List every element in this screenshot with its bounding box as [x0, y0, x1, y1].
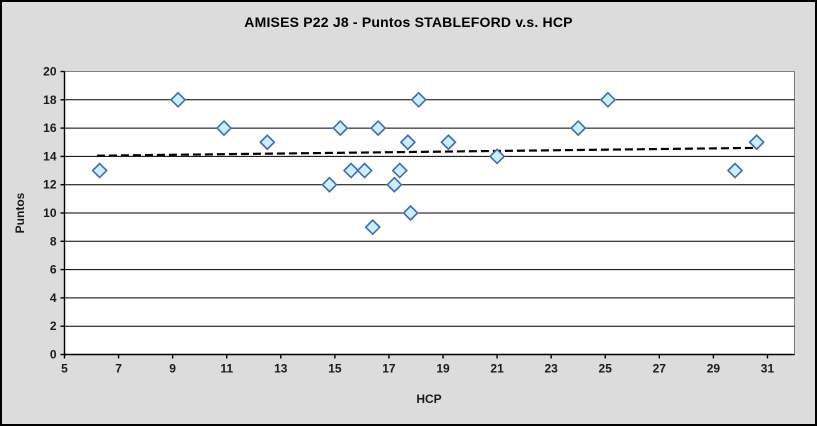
data-point-6: [342, 162, 360, 179]
data-point-13: [402, 204, 419, 222]
x-tick-label-21: 21: [490, 362, 504, 376]
data-point-19: [726, 162, 744, 179]
y-axis-title: Puntos: [13, 192, 27, 234]
data-point-9: [369, 119, 387, 137]
data-point-8: [364, 219, 381, 236]
data-point-7: [356, 162, 373, 179]
x-axis-title: HCP: [416, 392, 442, 406]
chart-title: AMISES P22 J8 - Puntos STABLEFORD v.s. H…: [244, 14, 573, 30]
y-tick-label-0: 0: [50, 348, 57, 362]
data-point-15: [440, 134, 457, 151]
y-tick-label-20: 20: [43, 65, 57, 79]
data-point-5: [332, 119, 349, 137]
x-tick-label-11: 11: [220, 362, 233, 376]
trendline: [96, 146, 754, 157]
data-point-18: [599, 91, 617, 108]
data-point-3: [259, 134, 276, 151]
data-point-12: [399, 134, 417, 151]
y-tick-label-18: 18: [43, 93, 57, 107]
y-tick-label-14: 14: [43, 149, 57, 163]
x-tick-label-27: 27: [653, 362, 667, 376]
y-tick-label-8: 8: [50, 234, 57, 248]
x-tick-label-15: 15: [328, 362, 342, 376]
x-tick-label-5: 5: [61, 362, 68, 376]
x-tick-label-23: 23: [544, 362, 558, 376]
data-point-20: [748, 134, 765, 151]
data-point-16: [488, 148, 506, 165]
y-tick-label-2: 2: [50, 319, 57, 333]
data-point-0: [91, 162, 108, 179]
data-point-14: [410, 91, 427, 108]
x-tick-label-13: 13: [274, 362, 288, 376]
data-point-17: [570, 119, 587, 137]
x-tick-label-19: 19: [436, 362, 450, 376]
y-tick-label-12: 12: [43, 178, 57, 192]
data-point-2: [215, 119, 233, 137]
y-tick-label-10: 10: [43, 206, 57, 220]
y-tick-label-6: 6: [50, 263, 57, 277]
y-tick-label-16: 16: [43, 121, 57, 135]
x-tick-label-31: 31: [761, 362, 775, 376]
x-tick-label-9: 9: [169, 362, 176, 376]
data-point-10: [386, 176, 403, 193]
x-tick-label-17: 17: [382, 362, 396, 376]
data-point-1: [169, 91, 187, 108]
x-tick-label-7: 7: [115, 362, 122, 376]
x-tick-label-29: 29: [707, 362, 721, 376]
data-point-4: [321, 176, 338, 193]
data-point-11: [391, 162, 408, 179]
x-tick-label-25: 25: [599, 362, 613, 376]
y-tick-label-4: 4: [50, 291, 57, 305]
